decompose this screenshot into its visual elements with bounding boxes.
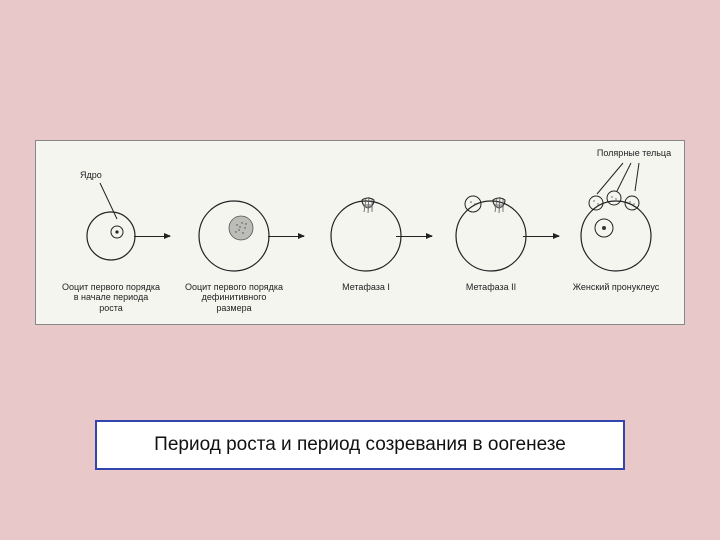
arrow-4 [523,236,559,237]
arrow-3 [396,236,432,237]
stage-4: Метафаза II [441,186,541,292]
stage-2: Ооцит первого порядка дефинитивного разм… [184,186,284,313]
stage-5-label: Женский пронуклеус [566,282,666,292]
stage-3-label: Метафаза I [316,282,416,292]
stage-4-cell [441,186,541,278]
polar-bodies-label-text: Полярные тельца [597,148,671,158]
stage-3: Метафаза I [316,186,416,292]
stage-4-label: Метафаза II [441,282,541,292]
stage-5: Женский пронуклеус [566,186,666,292]
stage-5-cell [566,186,666,278]
arrow-2 [268,236,304,237]
stage-1-label: Ооцит первого порядка в начале периода р… [61,282,161,313]
polar-bodies-label: Полярные тельца [589,149,679,159]
caption-text: Период роста и период созревания в ооген… [154,434,566,456]
caption-box: Период роста и период созревания в ооген… [95,420,625,470]
stage-1: Ооцит первого порядка в начале периода р… [61,186,161,313]
stage-2-cell [184,186,284,278]
nucleus-label: Ядро [80,171,102,181]
stage-3-cell [316,186,416,278]
stage-1-cell [61,186,161,278]
arrow-1 [134,236,170,237]
stage-2-label: Ооцит первого порядка дефинитивного разм… [184,282,284,313]
nucleus-label-text: Ядро [80,170,102,180]
diagram-panel: Ядро Полярные тельца Ооцит первого поряд… [35,140,685,325]
